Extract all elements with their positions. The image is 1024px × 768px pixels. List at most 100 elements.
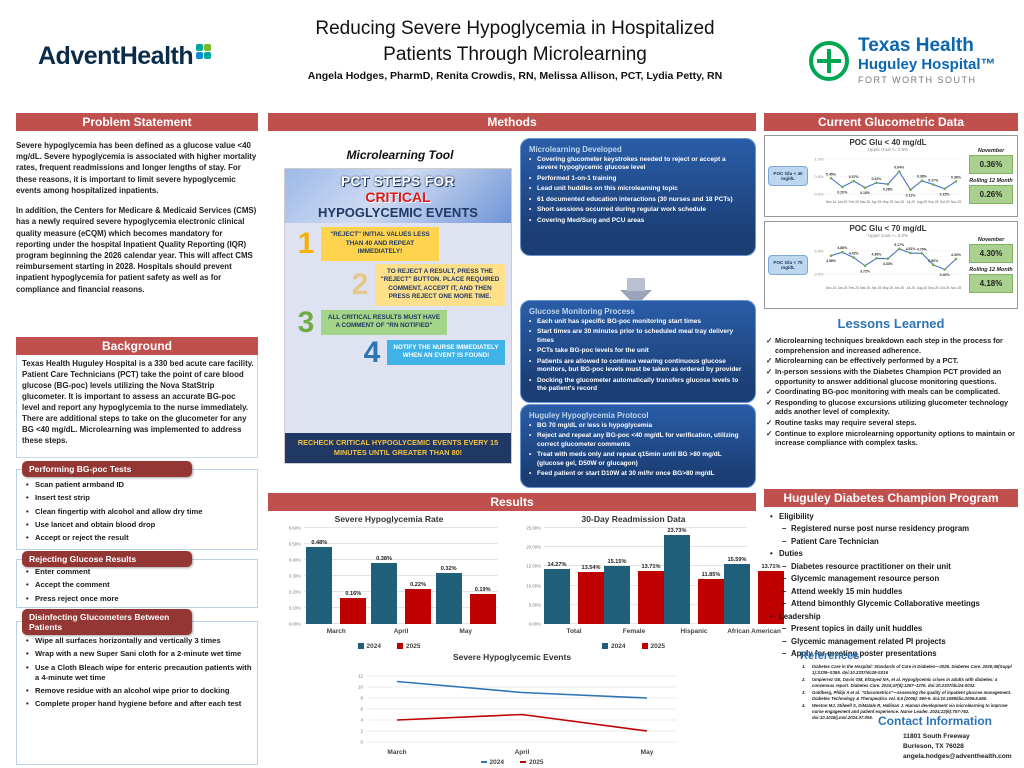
list-item: Short sessions occurred during regular w… bbox=[529, 206, 747, 215]
svg-text:Jun-25: Jun-25 bbox=[894, 286, 904, 290]
svg-text:March: March bbox=[387, 749, 406, 756]
microlearning-tool-heading: Microlearning Tool bbox=[346, 148, 454, 162]
glucometric-header: Current Glucometric Data bbox=[764, 113, 1018, 131]
poster-authors: Angela Hodges, PharmD, Renita Crowdis, R… bbox=[307, 70, 723, 82]
series-label-box: POC Glu < 70 mg/dL bbox=[768, 255, 808, 275]
svg-text:0.5%: 0.5% bbox=[814, 174, 824, 179]
rejecting-results-header: Rejecting Glucose Results bbox=[22, 551, 192, 568]
bar-value-label: 0.22% bbox=[410, 581, 426, 588]
series-label-box: POC Glu < 40 mg/dL bbox=[768, 166, 808, 186]
bar-value-label: 0.32% bbox=[440, 565, 457, 572]
legend-item: 2025 bbox=[397, 643, 420, 650]
svg-text:4.42%: 4.42% bbox=[849, 252, 860, 256]
svg-text:3.40%: 3.40% bbox=[940, 273, 951, 277]
svg-text:10: 10 bbox=[358, 685, 364, 690]
tool-footer: RECHECK CRITICAL HYPOGLYCEMIC EVENTS EVE… bbox=[285, 432, 511, 463]
champion-program-header: Huguley Diabetes Champion Program bbox=[764, 489, 1018, 507]
list-item: Covering Med/Surg and PCU areas bbox=[529, 217, 747, 226]
severe-events-chart: Severe Hypoglycemic Events 0 2 4 6 8 10 12 March… bbox=[337, 652, 687, 766]
svg-text:Feb-25: Feb-25 bbox=[849, 286, 859, 290]
list-item: Wrap with a new Super Sani cloth for a 2… bbox=[26, 649, 252, 659]
stat-block: Rolling 12 Month 4.18% bbox=[969, 267, 1013, 293]
svg-text:Sep-25: Sep-25 bbox=[928, 200, 939, 204]
glucose-monitoring-box: Glucose Monitoring Process Each unit has… bbox=[520, 300, 756, 403]
champion-program-list: Eligibility Registered nurse post nurse r… bbox=[770, 512, 1020, 662]
stat-value: 0.26% bbox=[969, 185, 1013, 204]
svg-text:0.0%: 0.0% bbox=[814, 192, 824, 197]
chart-title: POC Glu < 40 mg/dL bbox=[849, 138, 927, 147]
bar-2024-March bbox=[306, 547, 333, 624]
list-item: Use a Cloth Bleach wipe for enteric prec… bbox=[26, 663, 252, 683]
list-item: Umpierrez GE, Davis GM, ElSayed NA, et a… bbox=[802, 677, 998, 688]
program-item: Apply for meeting poster presentations bbox=[782, 649, 1020, 659]
x-axis-label: April bbox=[393, 628, 409, 635]
svg-text:12: 12 bbox=[358, 674, 364, 679]
texas-health-cross-icon bbox=[809, 40, 849, 81]
contact-address-2: Burleson, TX 76028 bbox=[903, 742, 964, 750]
bar-value-label: 0.38% bbox=[376, 556, 392, 563]
list-item: Performed 1-on-1 training bbox=[529, 175, 747, 184]
list-item: Weston MJ, Stilwell S, DiMatale R, Halli… bbox=[802, 703, 1008, 720]
list-item: Treat with meds only and repeat q15min u… bbox=[529, 451, 747, 468]
list-item: Routine tasks may require several steps. bbox=[766, 418, 1020, 428]
svg-text:Jan-25: Jan-25 bbox=[837, 286, 847, 290]
chart-subtitle: Upper Goal <= 0.5% bbox=[867, 147, 909, 152]
chart-legend: 2024 2025 bbox=[272, 643, 506, 650]
x-axis-label: Total bbox=[566, 628, 582, 635]
background-header: Background bbox=[16, 337, 258, 355]
y-axis-tick: 0.20% bbox=[288, 589, 301, 595]
svg-text:Nov-25: Nov-25 bbox=[951, 286, 962, 290]
list-item: Patients are allowed to continue wearing… bbox=[529, 358, 747, 375]
disinfecting-header: Disinfecting Glucometers Between Patient… bbox=[22, 609, 192, 636]
bar-2024-Total bbox=[544, 569, 570, 624]
svg-text:0.28%: 0.28% bbox=[883, 188, 894, 192]
performing-tests-header: Performing BG-poc Tests bbox=[22, 461, 192, 478]
y-axis-tick: 0.50% bbox=[288, 541, 301, 547]
svg-text:3.80%: 3.80% bbox=[928, 259, 939, 263]
contact-lines: 11801 South Freeway Burleson, TX 76028 a… bbox=[903, 732, 1023, 762]
stat-label: November bbox=[977, 148, 1005, 154]
bar-2025-May bbox=[469, 593, 496, 624]
svg-text:May: May bbox=[641, 749, 654, 756]
svg-text:Apr-25: Apr-25 bbox=[872, 200, 882, 204]
stat-label: Rolling 12 Month bbox=[969, 178, 1013, 184]
problem-statement-text: Severe hypoglycemia has been defined as … bbox=[16, 141, 257, 294]
program-group: Eligibility Registered nurse post nurse r… bbox=[770, 512, 1020, 547]
program-group-label: Duties bbox=[770, 549, 1020, 559]
severe-hypoglycemia-rate-chart: Severe Hypoglycemia Rate 0.00% 0.10% 0.20% 0… bbox=[272, 514, 506, 650]
svg-text:4.81%: 4.81% bbox=[906, 247, 917, 251]
chart-legend: 2024 2025 bbox=[337, 759, 687, 766]
bar-value-label: 0.19% bbox=[474, 586, 491, 593]
list-item: Start times are 30 minutes prior to sche… bbox=[529, 328, 747, 345]
y-axis-tick: 5.00% bbox=[528, 602, 541, 608]
svg-text:Mar-25: Mar-25 bbox=[860, 286, 870, 290]
list-item: Goldberg, Philip A et al. "Glucometrics"… bbox=[802, 690, 1012, 701]
list-item: Coordinating BG-poc monitoring with meal… bbox=[766, 387, 1020, 397]
bar-value-label: 13.54% bbox=[581, 565, 601, 572]
svg-text:0.27%: 0.27% bbox=[928, 179, 939, 183]
performing-tests-list: Scan patient armband ID Insert test strip… bbox=[26, 480, 252, 547]
list-item: Responding to glucose excursions utilizi… bbox=[766, 398, 1020, 417]
x-axis-label: March bbox=[326, 628, 346, 635]
lessons-learned-list: Microlearning techniques breakdown each … bbox=[766, 336, 1020, 449]
svg-text:4.30%: 4.30% bbox=[951, 253, 962, 257]
poc40-panel: POC Glu < 40 mg/dL POC Glu < 40 mg/dL Uppe… bbox=[764, 135, 1018, 217]
list-item: Remove residue with an alcohol wipe prio… bbox=[26, 686, 252, 696]
y-axis-tick: 10.00% bbox=[526, 583, 541, 589]
bar-2024-April bbox=[371, 563, 397, 624]
legend-item: 2024 bbox=[357, 643, 381, 650]
svg-text:6: 6 bbox=[360, 707, 363, 712]
bar-value-label: 0.16% bbox=[345, 591, 362, 598]
svg-text:Dec-24: Dec-24 bbox=[826, 200, 837, 204]
microlearning-developed-list: Covering glucometer keystrokes needed to… bbox=[529, 156, 747, 226]
legend-item: 2025 bbox=[641, 643, 665, 650]
svg-text:0.37%: 0.37% bbox=[849, 175, 860, 179]
stat-value: 0.36% bbox=[969, 155, 1013, 174]
tool-step-4: 4 NOTIFY THE NURSE IMMEDIATELY WHEN AN E… bbox=[291, 337, 505, 367]
list-item: Covering glucometer keystrokes needed to… bbox=[529, 156, 747, 173]
svg-text:Mar-25: Mar-25 bbox=[860, 200, 870, 204]
adventhealth-logo: AdventHealth bbox=[38, 42, 212, 71]
stat-value: 4.30% bbox=[969, 244, 1013, 263]
svg-text:4.33%: 4.33% bbox=[883, 262, 894, 266]
list-item: Complete proper hand hygiene before and … bbox=[26, 699, 252, 709]
